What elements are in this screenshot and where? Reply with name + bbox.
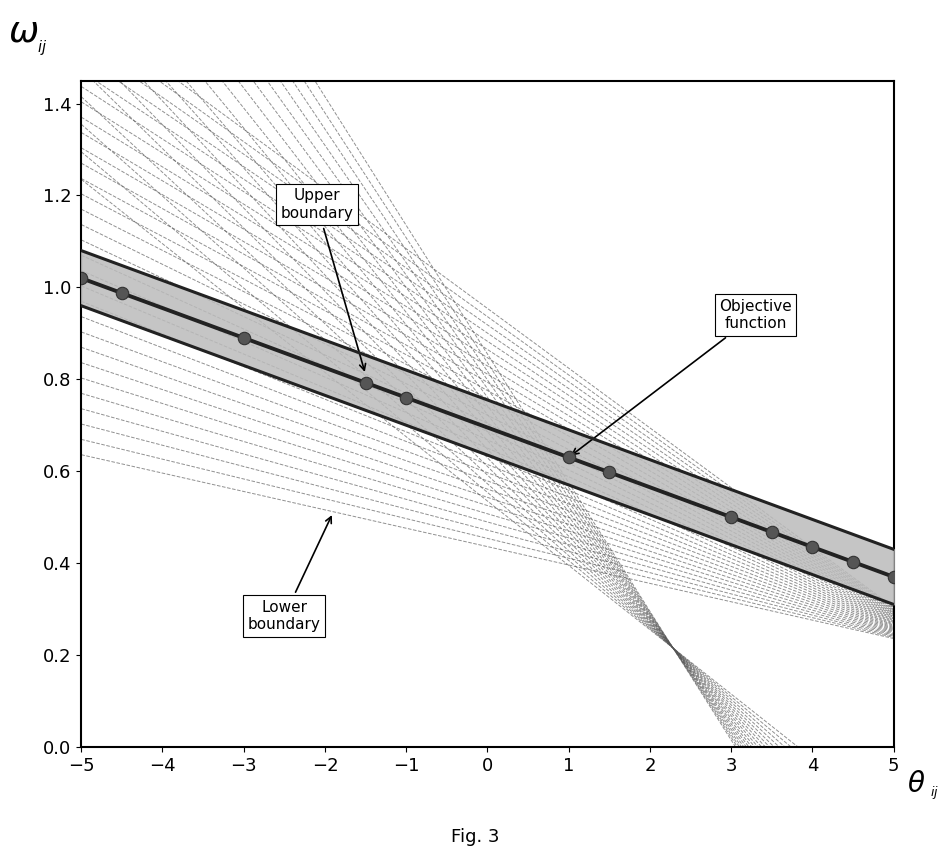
Text: Fig. 3: Fig. 3 [450,828,500,846]
Point [846,555,861,569]
Point [358,376,373,389]
Point [764,525,779,539]
Point [561,450,577,464]
Point [886,570,902,584]
Text: $\theta$: $\theta$ [907,769,925,797]
Text: Lower
boundary: Lower boundary [248,517,332,632]
Text: $_{ij}$: $_{ij}$ [37,37,47,58]
Text: Objective
function: Objective function [572,298,792,455]
Point [805,541,820,554]
Point [74,271,89,285]
Text: $_{ij}$: $_{ij}$ [930,784,939,802]
Point [114,286,129,300]
Point [399,391,414,405]
Text: $\omega$: $\omega$ [9,14,39,48]
Text: Upper
boundary: Upper boundary [280,189,366,371]
Point [601,466,617,479]
Point [237,332,252,345]
Point [724,510,739,524]
